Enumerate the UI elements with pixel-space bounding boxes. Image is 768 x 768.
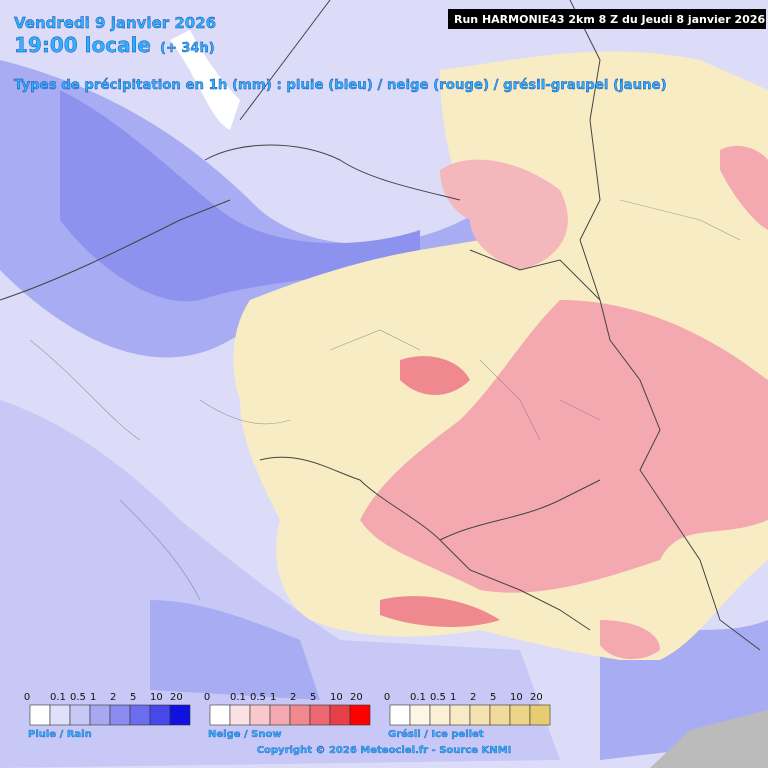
legend-label: 10 <box>510 692 523 703</box>
legend-swatch <box>229 704 251 726</box>
legend-swatch <box>109 704 131 726</box>
legend-swatch <box>129 704 151 726</box>
copyright: Copyright © 2026 Meteociel.fr - Source K… <box>257 745 512 756</box>
legend-label: 2 <box>290 692 296 703</box>
legend-label: 5 <box>310 692 316 703</box>
map-subtitle: Types de précipitation en 1h (mm) : plui… <box>14 77 667 93</box>
legend-swatch <box>449 704 471 726</box>
lead-time: (+ 34h) <box>160 41 215 56</box>
legend-swatch <box>49 704 71 726</box>
legend-swatch <box>469 704 491 726</box>
legend-label: 2 <box>470 692 476 703</box>
legend-swatch <box>489 704 511 726</box>
map-borders <box>0 0 761 651</box>
legend-label: 1 <box>450 692 456 703</box>
legend-label: 10 <box>150 692 163 703</box>
legend-title: Neige / Snow <box>208 729 282 740</box>
legend-label: 0.5 <box>250 692 266 703</box>
legend-label: 0 <box>24 692 30 703</box>
run-banner <box>448 9 766 29</box>
legend-swatch <box>349 704 371 726</box>
legend-swatch <box>269 704 291 726</box>
legend-label: 10 <box>330 692 343 703</box>
legend-swatch <box>429 704 451 726</box>
legend-swatch <box>149 704 171 726</box>
legend-label: 0.1 <box>50 692 66 703</box>
legend-swatch <box>89 704 111 726</box>
legend-label: 5 <box>130 692 136 703</box>
legend-swatch <box>509 704 531 726</box>
legend-label: 1 <box>90 692 96 703</box>
legend-label: 0.5 <box>70 692 86 703</box>
legend-label: 0 <box>204 692 210 703</box>
legend-swatch <box>309 704 331 726</box>
legend-swatch <box>209 704 231 726</box>
legend-swatch <box>529 704 551 726</box>
legend-swatch <box>409 704 431 726</box>
legend-label: 20 <box>350 692 363 703</box>
legend-label: 0.1 <box>230 692 246 703</box>
legend-swatch <box>69 704 91 726</box>
forecast-time: 19:00 locale <box>14 33 151 57</box>
legend-label: 1 <box>270 692 276 703</box>
legend-swatch <box>389 704 411 726</box>
legend-swatch <box>249 704 271 726</box>
forecast-date: Vendredi 9 janvier 2026 <box>14 14 216 32</box>
legend-label: 20 <box>530 692 543 703</box>
legend-swatch <box>289 704 311 726</box>
legend-label: 5 <box>490 692 496 703</box>
legend-label: 0.1 <box>410 692 426 703</box>
run-info: Run HARMONIE43 2km 8 Z du Jeudi 8 janvie… <box>454 13 765 26</box>
legend-title: Pluie / Rain <box>28 729 92 740</box>
legend-label: 20 <box>170 692 183 703</box>
legend-swatch <box>29 704 51 726</box>
legend-swatch <box>329 704 351 726</box>
legend-label: 2 <box>110 692 116 703</box>
legend-title: Grésil / Ice pellet <box>388 728 484 740</box>
legend-label: 0 <box>384 692 390 703</box>
legend-swatch <box>169 704 191 726</box>
legend-label: 0.5 <box>430 692 446 703</box>
